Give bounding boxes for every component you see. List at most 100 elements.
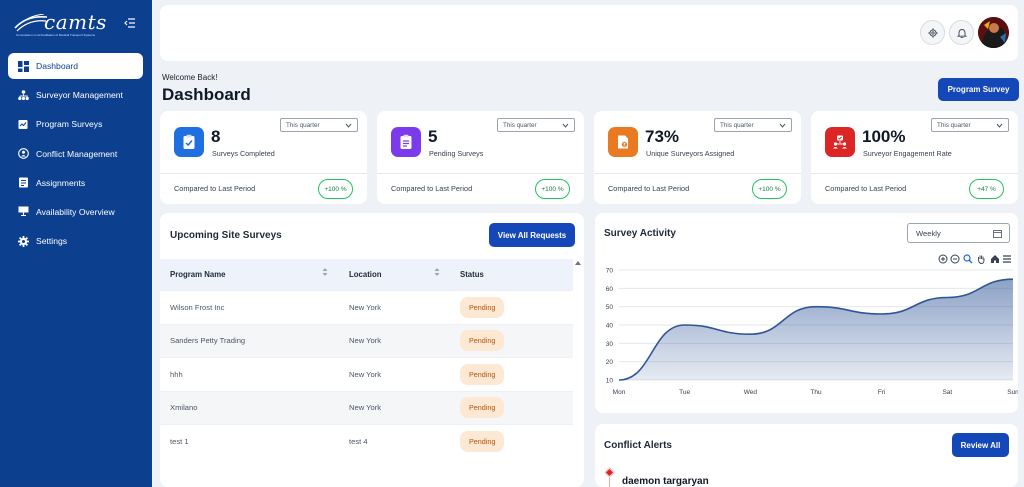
column-label: Program Name [170,270,226,279]
column-header-status[interactable]: Status [451,270,573,279]
table-row[interactable]: Wilson Frost Inc New York Pending [160,290,573,324]
series-area [619,279,1013,380]
y-tick-label: 30 [606,341,614,348]
panel-title: Upcoming Site Surveys [170,230,282,241]
x-tick-label: Fri [878,389,886,396]
sidebar-item-dashboard[interactable]: Dashboard [8,53,143,79]
timeline-line [609,478,610,487]
y-tick-label: 60 [606,286,614,293]
dashboard-icon [18,60,29,72]
cell-program-name: Sanders Petty Trading [170,336,246,346]
alert-marker-icon [604,467,615,478]
sidebar-item-label: Dashboard [36,61,79,71]
program-survey-button[interactable]: Program Survey [938,78,1019,101]
stat-value: 100% [862,127,906,146]
period-select-value: This quarter [503,121,537,129]
chevron-down-icon [996,123,1003,128]
sidebar-item-settings[interactable]: Settings [8,228,143,254]
series-line [618,278,1014,381]
surveys-table: Program Name Location Status Wilson Fros… [160,259,573,458]
view-all-requests-button[interactable]: View All Requests [489,223,575,247]
period-select[interactable]: This quarter [497,118,575,132]
period-select[interactable]: This quarter [714,118,792,132]
x-tick-label: Sat [942,389,952,396]
review-all-button[interactable]: Review All [952,433,1009,457]
logo-subtitle: Commission on Accreditation of Medical T… [16,33,96,37]
home-icon[interactable] [990,254,1000,264]
table-row[interactable]: hhh New York Pending [160,357,573,391]
cell-program-name: Wilson Frost Inc [170,302,225,312]
document-user-icon [608,127,638,157]
bell-icon [956,28,967,38]
y-tick-label: 50 [606,304,614,311]
stat-card-engagement-rate: 100% Surveyor Engagement Rate This quart… [811,111,1018,204]
survey-activity-panel: Survey Activity Weekly 10 20 30 40 50 60 70 Mon… [595,213,1018,413]
x-tick-label: Mon [613,389,626,396]
sidebar-item-assignments[interactable]: Assignments [8,170,143,196]
conflict-person-name[interactable]: daemon targaryan [622,476,709,487]
cell-program-name: hhh [170,369,183,379]
table-row[interactable]: test 1 test 4 Pending [160,424,573,458]
conflict-icon [18,148,29,159]
logo-swoosh-icon [14,14,48,32]
clipboard-check-icon [174,127,204,157]
sort-icon[interactable] [322,267,328,277]
range-select[interactable]: Weekly [907,223,1010,243]
table-row[interactable]: Xmilano New York Pending [160,390,573,424]
avatar-image [978,17,1009,48]
sidebar-item-label: Surveyor Management [36,90,123,101]
column-header-location[interactable]: Location [340,267,451,279]
period-select[interactable]: This quarter [931,118,1009,132]
welcome-text: Welcome Back! [162,73,218,82]
compare-label: Compared to Last Period [608,184,690,193]
x-tick-label: Wed [744,389,758,396]
zoom-out-icon[interactable] [950,254,960,264]
range-select-value: Weekly [916,228,941,238]
scroll-up-arrow-icon[interactable] [574,259,582,267]
stat-value: 73% [645,127,680,146]
status-badge: Pending [460,363,505,385]
sidebar-item-label: Program Surveys [36,119,103,130]
cell-location: New York [349,336,382,346]
cell-program-name: test 1 [170,436,189,446]
sidebar-item-surveyor-management[interactable]: Surveyor Management [8,82,143,108]
change-badge: +47 % [969,179,1004,199]
column-header-program-name[interactable]: Program Name [160,267,340,279]
x-tick-label: Tue [679,389,690,396]
sidebar-nav: Dashboard Surveyor Management Program Su… [8,53,143,257]
panel-title: Conflict Alerts [604,440,672,451]
zoom-select-icon[interactable] [963,254,973,264]
collapse-menu-icon[interactable] [124,16,136,28]
notifications-button[interactable] [949,20,974,45]
pan-hand-icon[interactable] [976,254,986,264]
sort-icon[interactable] [434,267,440,277]
table-header: Program Name Location Status [160,259,573,290]
column-label: Status [460,270,484,279]
divider [811,173,1018,174]
divider [377,173,584,174]
change-badge: +100 % [318,179,353,199]
stat-value: 5 [428,127,438,146]
sidebar-item-label: Settings [36,236,68,247]
calendar-icon [993,230,1002,238]
menu-icon[interactable] [1002,254,1012,264]
y-tick-label: 20 [606,359,614,366]
avatar[interactable] [978,17,1009,48]
status-badge: Pending [460,430,505,452]
change-badge: +100 % [752,179,787,199]
x-tick-label: Sun [1007,389,1018,396]
settings-button[interactable] [920,20,945,45]
table-row[interactable]: Sanders Petty Trading New York Pending [160,323,573,357]
sidebar-item-availability-overview[interactable]: Availability Overview [8,199,143,225]
period-select-value: This quarter [720,121,754,129]
stat-label: Pending Surveys [429,149,484,158]
divider [160,173,367,174]
sidebar-item-conflict-management[interactable]: Conflict Management [8,141,143,167]
cell-location: New York [349,369,382,379]
availability-icon [18,206,29,217]
sidebar-item-program-surveys[interactable]: Program Surveys [8,111,143,137]
period-select[interactable]: This quarter [280,118,358,132]
stat-card-surveys-completed: 8 Surveys Completed This quarter Compare… [160,111,367,204]
zoom-in-icon[interactable] [938,254,948,264]
camts-logo[interactable]: camts Commission on Accreditation of Med… [14,10,114,38]
